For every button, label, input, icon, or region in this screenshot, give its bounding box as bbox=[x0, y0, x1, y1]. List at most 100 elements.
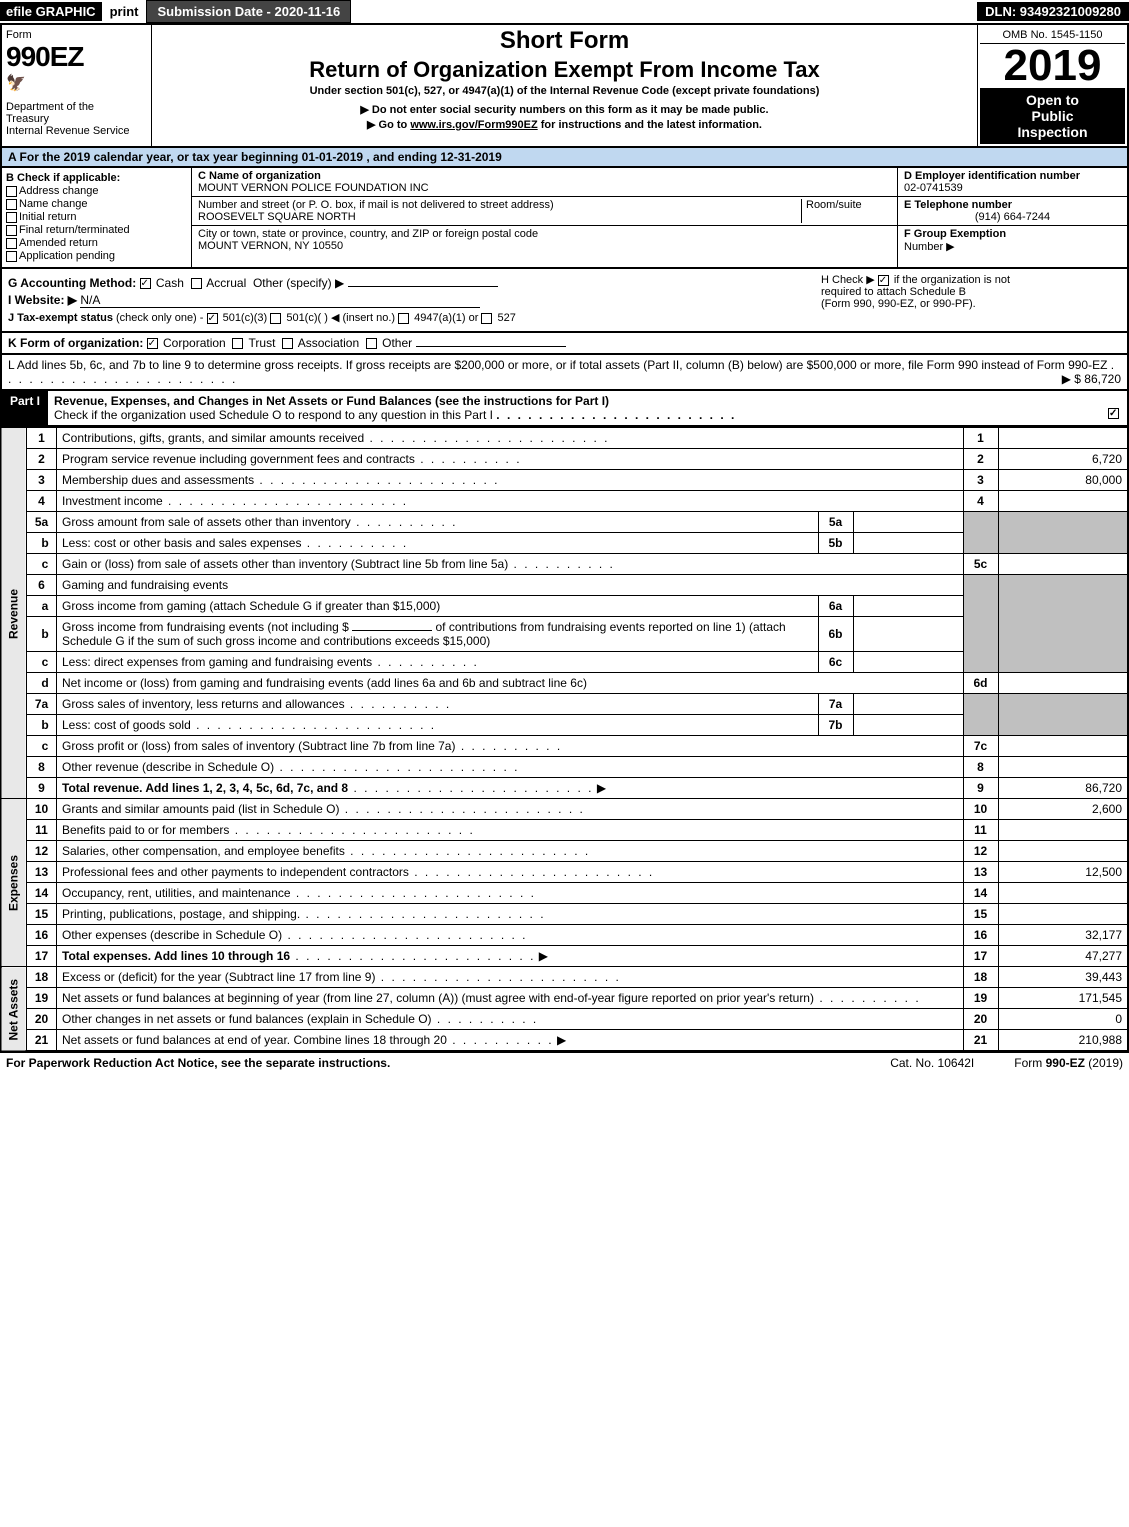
website-value: N/A bbox=[80, 293, 480, 308]
form-label: Form bbox=[6, 29, 147, 41]
column-def: D Employer identification number 02-0741… bbox=[897, 168, 1127, 267]
gross-receipts-value: ▶ $ 86,720 bbox=[1062, 372, 1121, 386]
checkbox-h[interactable] bbox=[878, 275, 889, 286]
short-form-title: Short Form bbox=[160, 27, 969, 55]
part-1-title: Revenue, Expenses, and Changes in Net As… bbox=[48, 391, 1127, 425]
checkbox-association[interactable] bbox=[282, 338, 293, 349]
other-org-input[interactable] bbox=[416, 346, 566, 347]
dept-line3: Internal Revenue Service bbox=[6, 125, 130, 137]
table-row: 9Total revenue. Add lines 1, 2, 3, 4, 5c… bbox=[1, 778, 1128, 799]
table-row: cGain or (loss) from sale of assets othe… bbox=[1, 554, 1128, 575]
room-suite-label: Room/suite bbox=[801, 199, 891, 223]
subtitle-3: ▶ Go to www.irs.gov/Form990EZ for instru… bbox=[160, 118, 969, 131]
org-name-label: C Name of organization bbox=[198, 170, 891, 182]
dln-label: DLN: 93492321009280 bbox=[977, 2, 1129, 21]
checkbox-501c[interactable] bbox=[270, 313, 281, 324]
net-assets-side-label: Net Assets bbox=[1, 967, 27, 1052]
org-name: MOUNT VERNON POLICE FOUNDATION INC bbox=[198, 182, 891, 194]
table-row: 21Net assets or fund balances at end of … bbox=[1, 1030, 1128, 1052]
table-row: 11Benefits paid to or for members11 bbox=[1, 820, 1128, 841]
org-info-block: B Check if applicable: Address change Na… bbox=[0, 168, 1129, 269]
table-row: Expenses 10Grants and similar amounts pa… bbox=[1, 799, 1128, 820]
part-1-header: Part I Revenue, Expenses, and Changes in… bbox=[0, 391, 1129, 427]
table-row: aGross income from gaming (attach Schedu… bbox=[1, 596, 1128, 617]
subtitle-1: Under section 501(c), 527, or 4947(a)(1)… bbox=[160, 85, 969, 97]
table-row: Net Assets 18Excess or (deficit) for the… bbox=[1, 967, 1128, 988]
checkbox-address-change[interactable]: Address change bbox=[6, 185, 187, 197]
checkbox-501c3[interactable] bbox=[207, 313, 218, 324]
phone-value: (914) 664-7244 bbox=[904, 211, 1121, 223]
phone-label: E Telephone number bbox=[904, 199, 1121, 211]
year-box: OMB No. 1545-1150 2019 Open to Public In… bbox=[977, 25, 1127, 146]
table-row: 5aGross amount from sale of assets other… bbox=[1, 512, 1128, 533]
checkbox-other-org[interactable] bbox=[366, 338, 377, 349]
table-row: 7aGross sales of inventory, less returns… bbox=[1, 694, 1128, 715]
line-6b-amount-input[interactable] bbox=[352, 630, 432, 631]
table-row: 20Other changes in net assets or fund ba… bbox=[1, 1009, 1128, 1030]
line-h: H Check ▶ if the organization is not req… bbox=[821, 273, 1121, 327]
table-row: cLess: direct expenses from gaming and f… bbox=[1, 652, 1128, 673]
col-b-header: B Check if applicable: bbox=[6, 172, 187, 184]
city-label: City or town, state or province, country… bbox=[198, 228, 538, 240]
revenue-side-label: Revenue bbox=[1, 428, 27, 799]
checkbox-cash[interactable] bbox=[140, 278, 151, 289]
table-row: 8Other revenue (describe in Schedule O)8 bbox=[1, 757, 1128, 778]
checkbox-application-pending[interactable]: Application pending bbox=[6, 250, 187, 262]
other-specify-input[interactable] bbox=[348, 286, 498, 287]
section-a-tax-year: A For the 2019 calendar year, or tax yea… bbox=[0, 148, 1129, 168]
dept-line1: Department of the bbox=[6, 101, 94, 113]
line-k: K Form of organization: Corporation Trus… bbox=[0, 333, 1129, 355]
checkbox-4947[interactable] bbox=[398, 313, 409, 324]
group-exemption-label: F Group Exemption bbox=[904, 228, 1006, 240]
checkbox-527[interactable] bbox=[481, 313, 492, 324]
table-row: 19Net assets or fund balances at beginni… bbox=[1, 988, 1128, 1009]
return-title: Return of Organization Exempt From Incom… bbox=[160, 57, 969, 83]
table-row: 4Investment income4 bbox=[1, 491, 1128, 512]
checkbox-initial-return[interactable]: Initial return bbox=[6, 211, 187, 223]
checkbox-trust[interactable] bbox=[232, 338, 243, 349]
ein-value: 02-0741539 bbox=[904, 182, 1121, 194]
table-row: 16Other expenses (describe in Schedule O… bbox=[1, 925, 1128, 946]
form-number: 990EZ bbox=[6, 41, 147, 73]
line-j: J Tax-exempt status (check only one) - 5… bbox=[8, 311, 821, 324]
info-block-ghij: G Accounting Method: Cash Accrual Other … bbox=[0, 269, 1129, 333]
dept-line2: Treasury bbox=[6, 113, 49, 125]
tax-year: 2019 bbox=[980, 44, 1125, 88]
top-bar: efile GRAPHIC print Submission Date - 20… bbox=[0, 0, 1129, 25]
checkbox-amended-return[interactable]: Amended return bbox=[6, 237, 187, 249]
irs-logo-icon: 🦅 bbox=[6, 73, 147, 93]
street-label: Number and street (or P. O. box, if mail… bbox=[198, 199, 801, 211]
footer-notice: For Paperwork Reduction Act Notice, see … bbox=[6, 1056, 890, 1070]
table-row: 6Gaming and fundraising events bbox=[1, 575, 1128, 596]
table-row: 3Membership dues and assessments380,000 bbox=[1, 470, 1128, 491]
page-footer: For Paperwork Reduction Act Notice, see … bbox=[0, 1052, 1129, 1073]
print-button[interactable]: print bbox=[102, 2, 147, 21]
group-exemption-number: Number ▶ bbox=[904, 241, 955, 253]
table-row: 2Program service revenue including gover… bbox=[1, 449, 1128, 470]
efile-label: efile GRAPHIC bbox=[0, 2, 102, 21]
line-g: G Accounting Method: Cash Accrual Other … bbox=[8, 276, 821, 290]
open-to-public: Open to Public Inspection bbox=[980, 88, 1125, 144]
part-1-table: Revenue 1Contributions, gifts, grants, a… bbox=[0, 427, 1129, 1052]
city-value: MOUNT VERNON, NY 10550 bbox=[198, 240, 538, 252]
ein-label: D Employer identification number bbox=[904, 170, 1121, 182]
footer-cat-no: Cat. No. 10642I bbox=[890, 1056, 974, 1070]
submission-date-button[interactable]: Submission Date - 2020-11-16 bbox=[146, 0, 351, 23]
part-1-label: Part I bbox=[2, 391, 48, 425]
table-row: Revenue 1Contributions, gifts, grants, a… bbox=[1, 428, 1128, 449]
checkbox-final-return[interactable]: Final return/terminated bbox=[6, 224, 187, 236]
table-row: 12Salaries, other compensation, and empl… bbox=[1, 841, 1128, 862]
subtitle-2: ▶ Do not enter social security numbers o… bbox=[160, 103, 969, 116]
table-row: bLess: cost of goods sold7b bbox=[1, 715, 1128, 736]
checkbox-accrual[interactable] bbox=[191, 278, 202, 289]
checkbox-corporation[interactable] bbox=[147, 338, 158, 349]
checkbox-schedule-o[interactable] bbox=[1108, 408, 1119, 419]
irs-link[interactable]: www.irs.gov/Form990EZ bbox=[410, 119, 537, 131]
column-c-org-details: C Name of organization MOUNT VERNON POLI… bbox=[192, 168, 897, 267]
table-row: 13Professional fees and other payments t… bbox=[1, 862, 1128, 883]
table-row: bGross income from fundraising events (n… bbox=[1, 617, 1128, 652]
checkbox-name-change[interactable]: Name change bbox=[6, 198, 187, 210]
table-row: 17Total expenses. Add lines 10 through 1… bbox=[1, 946, 1128, 967]
column-b-checkboxes: B Check if applicable: Address change Na… bbox=[2, 168, 192, 267]
table-row: 15Printing, publications, postage, and s… bbox=[1, 904, 1128, 925]
